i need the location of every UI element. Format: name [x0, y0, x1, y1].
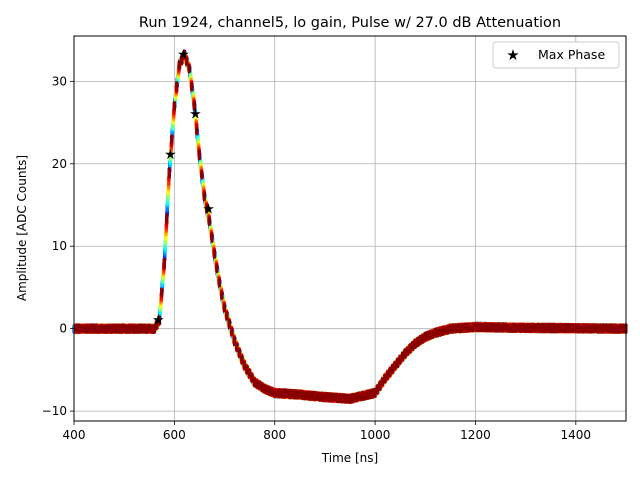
grid-lines: [73, 36, 626, 421]
scatter-points: [72, 49, 628, 404]
chart-title: Run 1924, channel5, lo gain, Pulse w/ 27…: [139, 15, 561, 31]
